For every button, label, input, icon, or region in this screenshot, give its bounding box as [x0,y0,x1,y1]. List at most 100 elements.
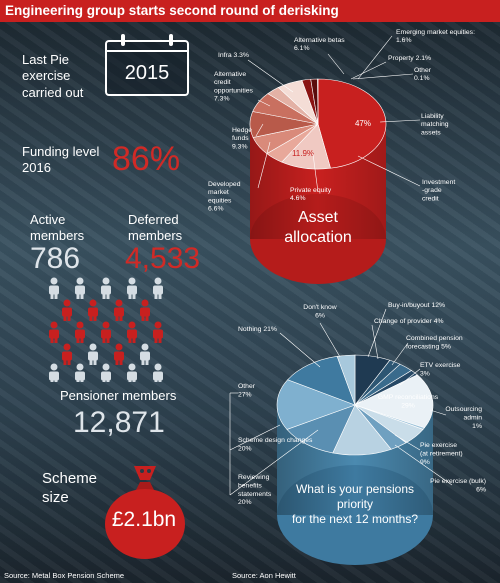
slice-label: Alternative betas 6.1% [294,37,345,52]
last-pie-year: 2015 [124,62,170,84]
pie-slice [354,374,434,429]
person-icon [75,277,85,299]
deferred-value: 4,533 [125,242,201,275]
slice-label: Pie exercise (bulk) 6% [430,478,486,493]
person-icon [49,321,59,343]
leader-line [247,59,294,93]
leader-line [429,409,447,416]
leader-line [229,429,319,496]
pie-slice [286,404,356,454]
leader-line [255,123,264,137]
leader-line [371,324,379,360]
calendar-icon: 2015 [105,34,189,96]
priority-chart: What is your pensions priority for the nex… [229,302,486,565]
chart-title: Asset allocation [284,209,352,246]
leader-line [357,35,393,80]
person-icon [127,363,137,382]
active-label: Active members [30,212,85,244]
person-icon [153,277,163,299]
leader-line [367,308,387,358]
slice-label: 11.9% [292,149,314,158]
person-icon [127,277,137,299]
person-icon [140,299,150,321]
leader-line [350,61,387,80]
scheme-value: £2.1bn [111,508,177,531]
person-icon [88,343,98,365]
slice-label: Other 0.1% [414,67,432,82]
leader-line [352,73,414,80]
slice-label: Alternative credit opportunities 7.3% [214,71,254,103]
leader-line [394,444,453,486]
person-icon [140,343,150,365]
slice-label: Scheme design changes 20% [238,437,313,452]
slice-label: GMP reconciliations 29% [378,394,439,409]
asset-allocation-chart: 47% 11.9% Asset allocation Alternative betas… [208,29,475,284]
leader-line [394,434,421,451]
person-icon [114,343,124,365]
slice-label: Infra 3.3% [218,52,249,59]
source-left: Source: Metal Box Pension Scheme [4,571,125,580]
person-icon [49,363,59,382]
money-bag-icon [105,466,185,559]
slice-label: Outsourcing admin 1% [445,406,482,430]
active-value: 786 [30,242,81,275]
person-icon [75,321,85,343]
person-icon [88,299,98,321]
person-icon [101,277,111,299]
slice-label: Combined pension forecasting 5% [406,335,463,350]
person-icon [127,321,137,343]
slice-label: Other 27% [238,383,256,398]
leader-line [327,53,345,75]
slice-label: Buy-in/buyout 12% [388,302,445,309]
scheme-label: Scheme size [42,470,98,506]
leader-line [257,99,271,107]
slice-label: Hedge funds 9.3% [232,127,252,150]
leader-line [357,155,421,187]
person-icon [101,321,111,343]
slice-label: 47% [355,119,371,128]
slice-label: ETV exercise 3% [420,362,461,377]
leader-line [391,342,409,366]
slice-label: Developed market equities 6.6% [208,181,241,213]
people-grid [49,277,163,382]
leader-line [319,322,341,358]
slice-label: Private equity 4.6% [290,187,332,202]
pie-slice [287,355,356,406]
slice-label: Emerging market equities: 1.6% [396,29,475,44]
slice-label: Liability matching assets [421,113,449,136]
deferred-label: Deferred members [128,212,183,244]
person-icon [62,343,72,365]
page-title: Engineering group starts second round of… [5,3,339,18]
slice-label: Pie exercise (at retirement) 9% [420,442,463,466]
chart-title: What is your pensions priority for the nex… [292,482,418,526]
pensioner-label: Pensioner members [60,388,177,403]
slice-label: Reviewingbenefitsstatements20% [238,474,272,506]
person-icon [49,277,59,299]
person-icon [114,299,124,321]
pensioner-value: 12,871 [73,406,165,439]
pie-slice [332,404,392,456]
person-icon [153,363,163,382]
person-icon [101,363,111,382]
person-icon [75,363,85,382]
slice-label: Investment -grade credit [422,179,455,202]
slice-label: Don't know 6% [303,304,337,319]
leader-line [229,424,281,451]
pie-slice [276,379,356,430]
person-icon [153,321,163,343]
person-icon [62,299,72,321]
slice-label: Nothing 21% [238,326,277,333]
leader-line [257,141,271,189]
leader-line [279,332,321,368]
slice-label: Property 2.1% [388,55,431,62]
leader-line [379,119,421,123]
slice-label: Change of provider 4% [374,318,444,325]
pie-slice [336,354,356,406]
source-right: Source: Aon Hewitt [232,571,296,580]
pie-slice [317,78,387,169]
leader-line [399,368,421,386]
leader-line [312,153,319,193]
last-pie-label: Last Pie exercise carried out [22,52,84,100]
header-bar: Engineering group starts second round of… [0,0,500,22]
funding-label: Funding level 2016 [22,144,100,176]
